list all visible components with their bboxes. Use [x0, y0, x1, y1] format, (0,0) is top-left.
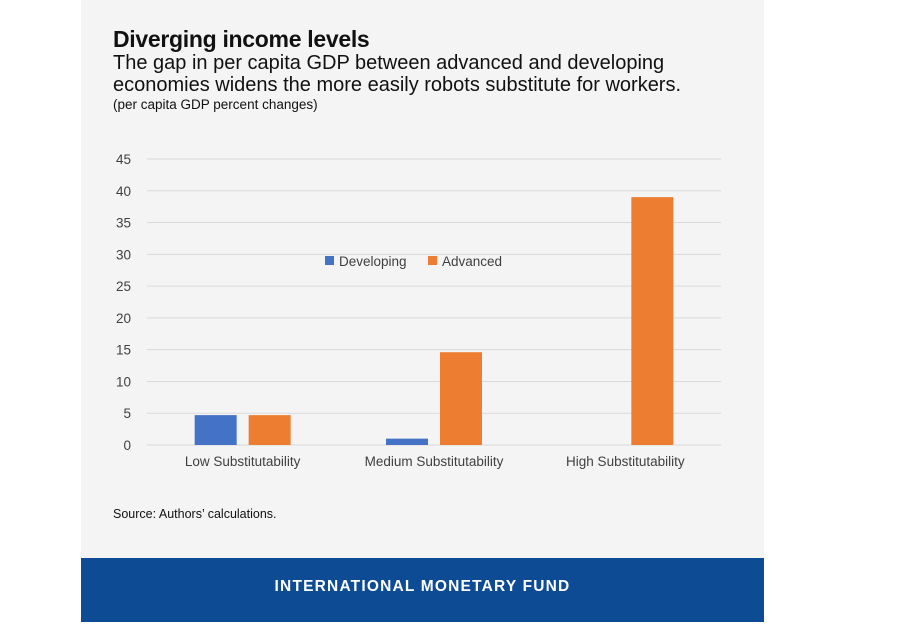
y-tick-label: 30 [116, 247, 131, 262]
footer-banner: INTERNATIONAL MONETARY FUND [81, 558, 764, 622]
bar-developing-2 [386, 438, 428, 445]
unit-note: (per capita GDP percent changes) [113, 97, 318, 112]
bar-chart: 0 5 10 15 20 25 30 35 40 45 Low Substitutability Me… [116, 152, 721, 469]
bar-advanced-2 [440, 352, 482, 445]
x-category-label: High Substitutability [566, 454, 685, 469]
chart-title: Diverging income levels [113, 26, 370, 52]
y-tick-label: 35 [116, 216, 131, 231]
legend-swatch-developing [325, 256, 334, 265]
footer-org-name: INTERNATIONAL MONETARY FUND [274, 578, 571, 595]
y-tick-label: 0 [123, 438, 131, 453]
legend-label-advanced: Advanced [442, 254, 502, 269]
chart-subtitle: The gap in per capita GDP between advanc… [113, 52, 682, 96]
bar-advanced-3 [631, 197, 674, 445]
y-tick-label: 40 [116, 184, 131, 199]
bar-developing-1 [194, 415, 237, 445]
legend-swatch-advanced [428, 256, 437, 265]
y-tick-label: 15 [116, 343, 131, 358]
legend-label-developing: Developing [339, 254, 407, 269]
y-tick-label: 45 [116, 152, 131, 167]
y-tick-label: 25 [116, 279, 131, 294]
x-category-label: Medium Substitutability [365, 454, 504, 469]
y-tick-label: 10 [116, 374, 131, 389]
y-tick-label: 5 [123, 406, 131, 421]
source-note: Source: Authors’ calculations. [113, 507, 277, 521]
x-category-label: Low Substitutability [185, 454, 301, 469]
y-tick-label: 20 [116, 311, 131, 326]
bar-advanced-1 [248, 415, 291, 445]
